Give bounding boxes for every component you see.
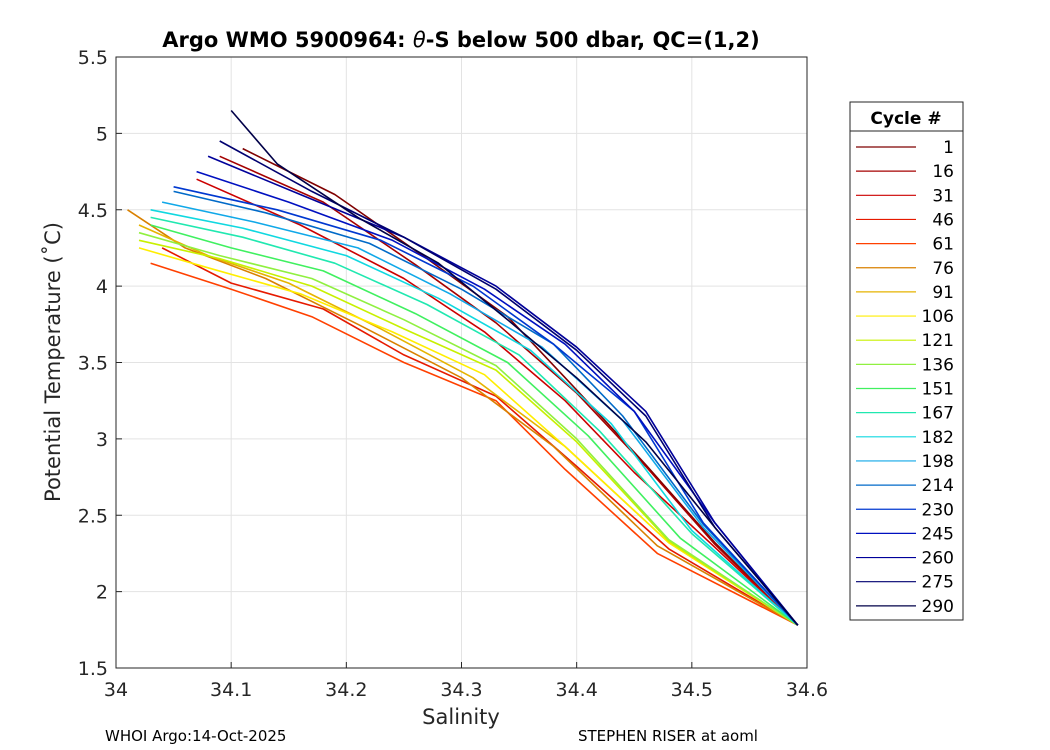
legend-label-cycle-106: 106 (922, 307, 954, 327)
y-tick-label: 3.5 (78, 353, 108, 375)
profile-line-cycle-151 (150, 224, 799, 626)
y-tick-label: 4 (96, 276, 108, 298)
legend-label-cycle-290: 290 (922, 597, 954, 617)
x-tick-label: 34.4 (556, 679, 598, 701)
profile-line-cycle-106 (138, 247, 799, 626)
legend-label-cycle-91: 91 (932, 283, 954, 303)
profile-line-cycle-214 (173, 190, 799, 626)
legend-label-cycle-245: 245 (922, 524, 954, 544)
legend-title: Cycle # (870, 109, 941, 129)
y-tick-label: 2 (96, 582, 108, 604)
profile-line-cycle-46 (161, 247, 799, 626)
profile-lines (127, 109, 799, 626)
profile-line-cycle-260 (207, 155, 799, 626)
legend-label-cycle-151: 151 (922, 380, 954, 400)
y-tick-label: 4.5 (78, 200, 108, 222)
legend-entries: 1 16 31 46 61 76 91 106 121 136 151 167 182 198 214 230… (856, 138, 954, 617)
legend-label-cycle-1: 1 (943, 138, 954, 158)
legend-label-cycle-260: 260 (922, 549, 954, 569)
x-tick-label: 34.1 (210, 679, 252, 701)
profile-line-cycle-61 (150, 262, 799, 626)
profile-line-cycle-31 (196, 178, 799, 626)
legend-label-cycle-121: 121 (922, 331, 954, 351)
profile-line-cycle-1 (242, 147, 799, 626)
profile-line-cycle-230 (173, 186, 799, 626)
profile-line-cycle-167 (150, 216, 799, 626)
footer-left: WHOI Argo:14-Oct-2025 (105, 727, 286, 745)
profile-line-cycle-290 (230, 109, 799, 626)
legend-label-cycle-275: 275 (922, 573, 954, 593)
footer-right: STEPHEN RISER at aoml (578, 727, 758, 745)
legend-label-cycle-31: 31 (932, 186, 954, 206)
profile-line-cycle-198 (161, 201, 799, 626)
x-tick-label: 34.5 (671, 679, 713, 701)
legend: Cycle # 11631466176911061211361511671821… (849, 101, 964, 621)
x-tick-label: 34 (104, 679, 128, 701)
legend-label-cycle-61: 61 (932, 235, 954, 255)
profile-line-cycle-121 (138, 239, 799, 626)
y-tick-label: 5 (96, 123, 108, 145)
x-tick-label: 34.6 (786, 679, 828, 701)
legend-label-cycle-214: 214 (922, 476, 954, 496)
legend-label-cycle-198: 198 (922, 452, 954, 472)
y-tick-label: 1.5 (78, 658, 108, 680)
legend-label-cycle-230: 230 (922, 500, 954, 520)
legend-label-cycle-136: 136 (922, 355, 954, 375)
profile-line-cycle-16 (219, 155, 799, 626)
y-axis-ticks: 1.5 2 2.5 3 3.5 4 4.5 5 5.5 (78, 47, 122, 680)
legend-label-cycle-76: 76 (932, 259, 954, 279)
x-axis-label: Salinity (422, 705, 500, 729)
y-tick-label: 2.5 (78, 505, 108, 527)
y-tick-label: 3 (96, 429, 108, 451)
legend-label-cycle-182: 182 (922, 428, 954, 448)
y-axis-label: Potential Temperature (˚C) (41, 222, 65, 502)
legend-label-cycle-167: 167 (922, 404, 954, 424)
chart-title: Argo WMO 5900964: θ-S below 500 dbar, QC… (162, 28, 759, 52)
legend-label-cycle-46: 46 (932, 210, 954, 230)
y-tick-label: 5.5 (78, 47, 108, 69)
x-axis-ticks: 34 34.1 34.2 34.3 34.4 34.5 34.6 (104, 662, 828, 701)
x-tick-label: 34.3 (440, 679, 482, 701)
profile-line-cycle-182 (150, 209, 799, 626)
profile-line-cycle-275 (219, 140, 799, 626)
legend-label-cycle-16: 16 (932, 162, 954, 182)
x-tick-label: 34.2 (325, 679, 367, 701)
profile-line-cycle-136 (138, 231, 799, 626)
